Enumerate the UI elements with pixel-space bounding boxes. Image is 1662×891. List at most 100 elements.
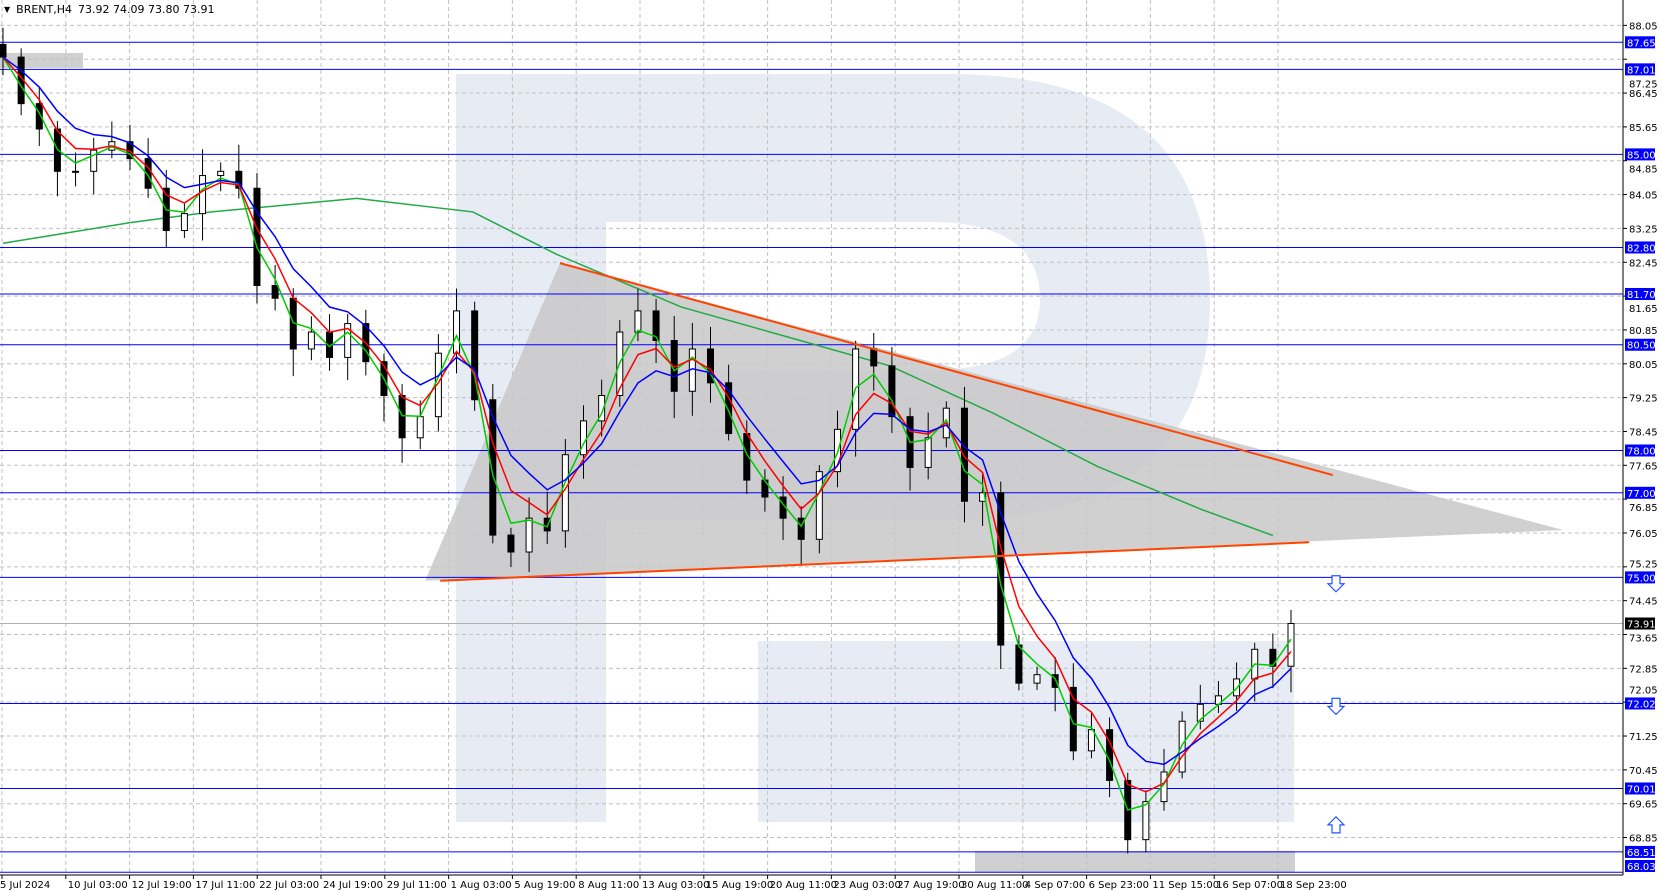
level-label-bg: [1625, 148, 1655, 161]
candle: [72, 152, 80, 187]
candle: [453, 288, 461, 374]
candle: [652, 298, 660, 364]
candle-body: [180, 213, 188, 232]
level-label: 80.50: [1627, 341, 1656, 352]
ma-mid-line: [2, 56, 1292, 793]
current-price-label: 73.91: [1627, 620, 1656, 631]
x-tick-label: 1 Aug 03:00: [451, 880, 512, 891]
y-tick-label: 69.65: [1629, 800, 1658, 811]
level-label-bg: [1625, 36, 1655, 49]
candle-body: [235, 170, 243, 189]
candle-body: [344, 323, 352, 358]
level-label-bg: [1625, 697, 1655, 710]
candle: [0, 27, 7, 76]
candle-body: [72, 170, 80, 173]
y-tick-label: 81.65: [1629, 304, 1658, 315]
candle: [924, 412, 932, 480]
candle-body: [924, 437, 932, 468]
y-tick-label: 70.45: [1629, 766, 1658, 777]
ohlc-readout: 73.92 74.09 73.80 73.91: [78, 3, 215, 16]
ma-long-line: [2, 197, 1274, 537]
triangle-pattern: [425, 263, 1564, 581]
candle-body: [217, 170, 225, 177]
x-tick-label: 24 Jul 19:00: [323, 880, 383, 891]
candle: [90, 137, 98, 195]
candle-body: [1069, 686, 1077, 752]
candle-body: [1087, 729, 1095, 752]
x-tick-label: 11 Sep 15:00: [1152, 880, 1219, 891]
y-tick-label: 73.65: [1629, 634, 1658, 645]
candle: [471, 301, 479, 411]
candle: [489, 383, 497, 544]
current-price-label-bg: [1625, 617, 1655, 630]
y-tick-label: 86.45: [1629, 89, 1658, 100]
x-tick-label: 6 Sep 23:00: [1089, 880, 1149, 891]
candle-body: [253, 187, 261, 287]
y-tick-label: 84.05: [1629, 191, 1658, 202]
candle-body: [1287, 623, 1295, 667]
ma-slow-line: [2, 56, 1292, 766]
candle-body: [1033, 674, 1041, 684]
x-tick-label: 4 Sep 07:00: [1025, 880, 1085, 891]
candle-body: [199, 175, 207, 215]
x-tick-label: 30 Aug 11:00: [961, 880, 1028, 891]
candle-body: [997, 492, 1005, 646]
candle: [1033, 666, 1041, 690]
candle-body: [706, 348, 714, 384]
x-tick-label: 20 Aug 11:00: [770, 880, 837, 891]
level-label-bg: [1625, 860, 1655, 872]
candle: [1142, 790, 1150, 853]
level-label-bg: [1625, 845, 1655, 858]
candle-body: [888, 365, 896, 418]
y-tick-label: 72.05: [1629, 685, 1658, 696]
candle-body: [35, 103, 43, 130]
ma-fast-line: [2, 56, 1292, 811]
candle-body: [815, 471, 823, 540]
level-label: 70.01: [1627, 784, 1656, 795]
level-label: 68.51: [1627, 848, 1656, 859]
candle: [1269, 633, 1277, 689]
y-tick-label: 83.25: [1629, 224, 1658, 235]
candle-body: [471, 310, 479, 401]
level-label-bg: [1625, 63, 1655, 76]
candle-body: [1142, 801, 1150, 841]
candle-body: [271, 285, 279, 299]
time-axis-bg: [0, 875, 1662, 891]
candle-body: [507, 534, 515, 553]
candle: [598, 379, 606, 437]
x-tick-label: 23 Aug 03:00: [833, 880, 900, 891]
candle-body: [1196, 703, 1204, 722]
level-label: 87.01: [1627, 65, 1656, 76]
y-tick-label: 87.25: [1629, 79, 1658, 90]
y-tick-label: 84.85: [1629, 164, 1658, 175]
watermark-bar: [758, 641, 1294, 822]
candle-body: [797, 517, 805, 540]
y-tick-label: 78.45: [1629, 427, 1658, 438]
level-label: 82.80: [1627, 243, 1656, 254]
candle-body: [0, 43, 7, 58]
highlight-box: [975, 851, 1295, 872]
candle: [271, 264, 279, 311]
symbol-label: BRENT,H4: [16, 3, 73, 16]
level-label-bg: [1625, 338, 1655, 351]
level-label: 85.00: [1627, 150, 1656, 161]
y-tick-label: 72.85: [1629, 664, 1658, 675]
level-label: 75.00: [1627, 573, 1656, 584]
level-label-bg: [1625, 444, 1655, 457]
candle-body: [144, 158, 152, 189]
candle-body: [960, 407, 968, 502]
x-tick-label: 10 Jul 03:00: [68, 880, 128, 891]
candle: [416, 400, 424, 450]
y-tick-label: 77.65: [1629, 461, 1658, 472]
triangle-down-icon[interactable]: ▼: [4, 5, 11, 14]
candle-body: [598, 395, 606, 422]
candle: [199, 149, 207, 241]
x-tick-label: 5 Jul 2024: [0, 880, 50, 891]
candle: [634, 288, 642, 342]
candle: [525, 497, 533, 573]
level-label-bg: [1625, 571, 1655, 584]
candle: [888, 347, 896, 433]
x-tick-label: 22 Jul 03:00: [259, 880, 319, 891]
candle: [180, 203, 188, 238]
